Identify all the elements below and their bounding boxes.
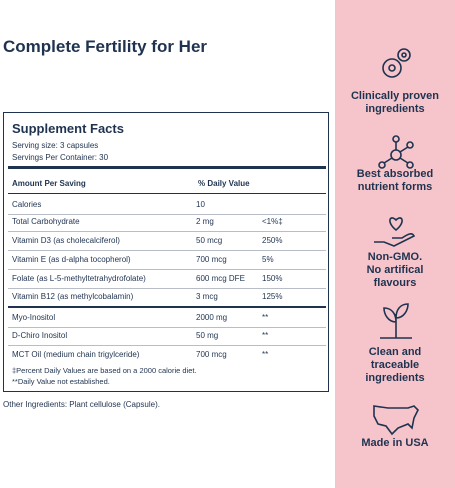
footnote: ‡Percent Daily Values are based on a 200… — [12, 366, 197, 375]
cell-value: ** — [262, 331, 269, 340]
column-header: % Daily Value — [198, 179, 250, 188]
cell-name: Vitamin E (as d-alpha tocopherol) — [12, 255, 131, 264]
feature-text: Non-GMO. — [367, 251, 423, 263]
usa-map-icon — [373, 405, 419, 436]
cell-name: D-Chiro Inositol — [12, 331, 68, 340]
cell-value: 700 mcg — [196, 350, 227, 359]
cell-value: 50 mg — [196, 331, 219, 340]
gears-icon — [382, 48, 411, 78]
rule — [8, 345, 326, 346]
cell-value: 2 mg — [196, 217, 214, 226]
cell-name: Total Carbohydrate — [12, 217, 80, 226]
cell-value: 600 mcg DFE — [196, 274, 245, 283]
cell-name: Folate (as L-5-methyltetrahydrofolate) — [12, 274, 146, 283]
feature-text: ingredients — [365, 372, 425, 384]
cell-value: ** — [262, 350, 269, 359]
rule — [8, 250, 326, 251]
feature-text: Clinically proven — [350, 90, 440, 102]
cell-value: ** — [262, 313, 269, 322]
feature-text: Clean and — [368, 346, 422, 358]
rule — [8, 288, 326, 289]
rule — [8, 193, 326, 194]
cell-value: 700 mcg — [196, 255, 227, 264]
feature-text: flavours — [373, 277, 417, 289]
feature-text: Best absorbed — [356, 168, 434, 180]
rule — [8, 327, 326, 328]
cell-value: 2000 mg — [196, 313, 228, 322]
rule — [8, 269, 326, 270]
title: Complete Fertility for Her — [3, 37, 208, 56]
feature-text: ingredients — [365, 103, 425, 115]
rule — [8, 306, 326, 308]
cell-value: 5% — [262, 255, 274, 264]
molecule-icon — [378, 135, 414, 169]
facts-heading: Supplement Facts — [12, 121, 124, 136]
rule — [8, 166, 326, 169]
hand-heart-icon — [374, 217, 416, 247]
cell-value: 250% — [262, 236, 283, 245]
feature-text: nutrient forms — [357, 181, 433, 193]
cell-value: 10 — [196, 200, 205, 209]
other-ingredients: Other Ingredients: Plant cellulose (Caps… — [3, 400, 160, 409]
plant-icon — [380, 303, 412, 339]
footnote: **Daily Value not established. — [12, 377, 110, 386]
feature-text: Made in USA — [361, 437, 429, 449]
rule — [8, 214, 326, 215]
column-header: Amount Per Saving — [12, 179, 86, 188]
feature-text: traceable — [370, 359, 420, 371]
cell-name: Calories — [12, 200, 42, 209]
servings: Servings Per Container: 30 — [12, 153, 109, 162]
cell-value: <1%‡ — [262, 217, 283, 226]
cell-name: Vitamin B12 (as methylcobalamin) — [12, 292, 134, 301]
cell-value: 3 mcg — [196, 292, 218, 301]
cell-value: 50 mcg — [196, 236, 223, 245]
features-panel — [335, 0, 455, 488]
rule — [8, 231, 326, 232]
cell-name: MCT Oil (medium chain trigylceride) — [12, 350, 140, 359]
cell-value: 150% — [262, 274, 283, 283]
feature-text: No artifical — [366, 264, 424, 276]
cell-name: Myo-Inositol — [12, 313, 56, 322]
cell-name: Vitamin D3 (as cholecalciferol) — [12, 236, 120, 245]
facts-box — [3, 112, 329, 392]
serving-size: Serving size: 3 capsules — [12, 141, 99, 150]
cell-value: 125% — [262, 292, 283, 301]
